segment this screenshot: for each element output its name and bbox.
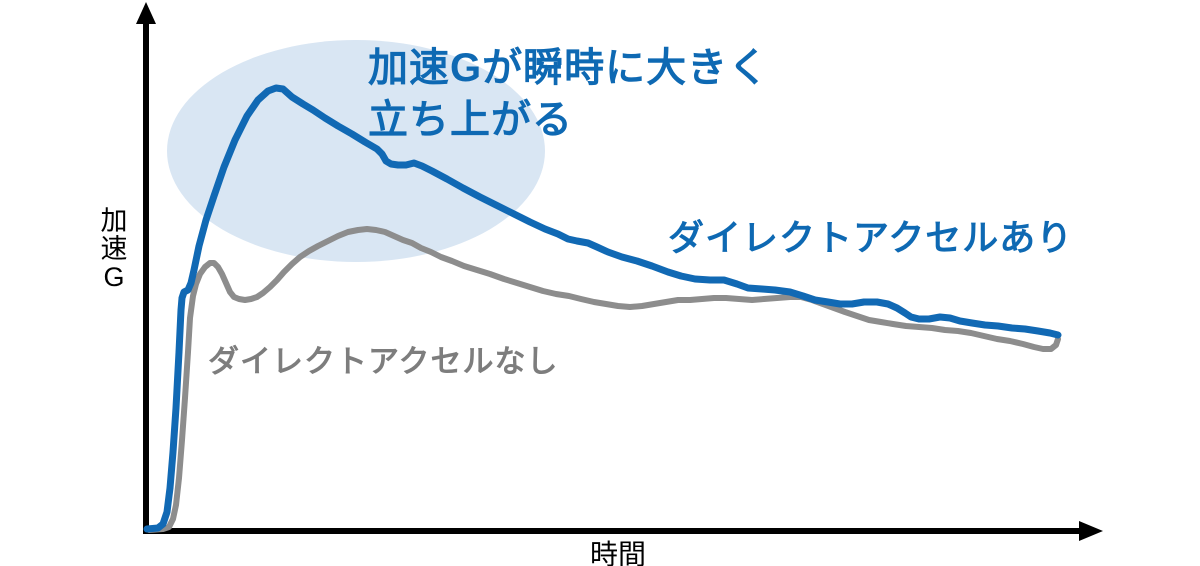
annotation-line-1: 加速Gが瞬時に大きく (368, 46, 770, 90)
series-line-without-direct-accel (146, 226, 1061, 533)
y-axis-label: 加速G (100, 206, 128, 292)
series-label-with-direct-accel: ダイレクトアクセルあり (668, 217, 1074, 258)
axes (136, 2, 1103, 541)
annotation-line-2: 立ち上がる (368, 98, 573, 142)
series-label-without-direct-accel: ダイレクトアクセルなし (208, 344, 559, 379)
y-axis-arrow-icon (136, 2, 156, 24)
x-axis-arrow-icon (1079, 521, 1103, 541)
annotation-callout: 加速Gが瞬時に大きく 立ち上がる (368, 42, 769, 146)
x-axis-label: 時間 (590, 539, 647, 566)
series-line-with-direct-accel (143, 84, 1062, 533)
